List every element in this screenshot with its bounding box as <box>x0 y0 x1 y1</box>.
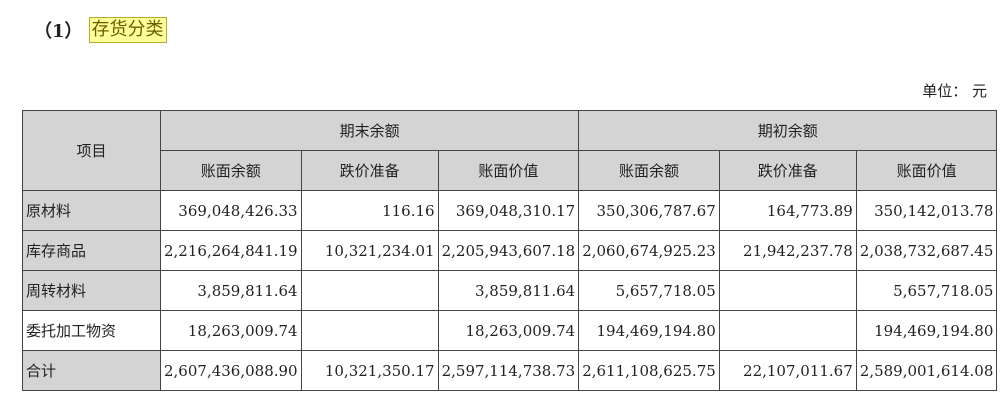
table-cell <box>300 270 439 311</box>
item-header: 项目 <box>22 110 161 191</box>
group-header-opening: 期初余额 <box>578 110 998 151</box>
table-cell: 2,060,674,925.23 <box>578 230 720 271</box>
group-header-closing: 期末余额 <box>159 110 580 151</box>
table-row: 周转材料 3,859,811.64 3,859,811.64 5,657,718.05… <box>22 270 998 311</box>
row-label: 委托加工物资 <box>22 310 161 351</box>
column-header: 账面价值 <box>855 150 998 191</box>
table-row: 委托加工物资 18,263,009.74 18,263,009.74 194,469,… <box>22 310 998 351</box>
row-label: 原材料 <box>22 190 161 231</box>
table-cell: 3,859,811.64 <box>437 270 580 311</box>
row-label: 周转材料 <box>22 270 161 311</box>
table-row: 原材料 369,048,426.33 116.16 369,048,310.17 350… <box>22 190 998 231</box>
table-cell: 2,607,436,088.90 <box>160 350 302 391</box>
table-cell: 194,469,194.80 <box>578 310 720 351</box>
table-cell: 350,306,787.67 <box>578 190 720 231</box>
unit-label: 单位： 元 <box>922 82 987 100</box>
section-heading-highlighted: 存货分类 <box>88 17 167 43</box>
table-row: 库存商品 2,216,264,841.19 10,321,234.01 2,205,9… <box>22 230 998 271</box>
section-title: （1） 存货分类 <box>34 17 167 43</box>
table-cell: 369,048,310.17 <box>437 190 580 231</box>
table-cell: 2,205,943,607.18 <box>437 230 580 271</box>
table-cell: 5,657,718.05 <box>855 270 998 311</box>
table-cell: 2,216,264,841.19 <box>160 230 302 271</box>
row-label: 库存商品 <box>22 230 161 271</box>
table-cell: 164,773.89 <box>718 190 857 231</box>
table-row: 合计 2,607,436,088.90 10,321,350.17 2,597,114… <box>22 350 998 391</box>
column-header: 账面余额 <box>160 150 302 191</box>
table-cell: 194,469,194.80 <box>855 310 998 351</box>
column-header: 账面价值 <box>437 150 580 191</box>
row-label: 合计 <box>22 350 161 391</box>
table-cell: 18,263,009.74 <box>160 310 302 351</box>
column-header: 跌价准备 <box>718 150 857 191</box>
section-number: （1） <box>34 21 83 42</box>
table-cell <box>718 310 857 351</box>
table-cell: 10,321,234.01 <box>300 230 439 271</box>
column-header: 跌价准备 <box>300 150 439 191</box>
table-cell: 21,942,237.78 <box>718 230 857 271</box>
table-cell: 18,263,009.74 <box>437 310 580 351</box>
table-cell: 116.16 <box>300 190 439 231</box>
table-cell: 2,597,114,738.73 <box>437 350 580 391</box>
table-cell: 2,589,001,614.08 <box>855 350 998 391</box>
inventory-table: 项目 期末余额 期初余额 账面余额 跌价准备 账面价值 账面余额 跌价准备 账面价值 原材… <box>22 110 998 391</box>
table-cell: 350,142,013.78 <box>855 190 998 231</box>
table-cell: 5,657,718.05 <box>578 270 720 311</box>
table-cell <box>718 270 857 311</box>
table-cell: 2,038,732,687.45 <box>855 230 998 271</box>
table-cell: 22,107,011.67 <box>718 350 857 391</box>
column-header: 账面余额 <box>578 150 720 191</box>
table-cell: 3,859,811.64 <box>160 270 302 311</box>
table-cell: 369,048,426.33 <box>160 190 302 231</box>
table-cell: 10,321,350.17 <box>300 350 439 391</box>
table-cell <box>300 310 439 351</box>
table-cell: 2,611,108,625.75 <box>578 350 720 391</box>
